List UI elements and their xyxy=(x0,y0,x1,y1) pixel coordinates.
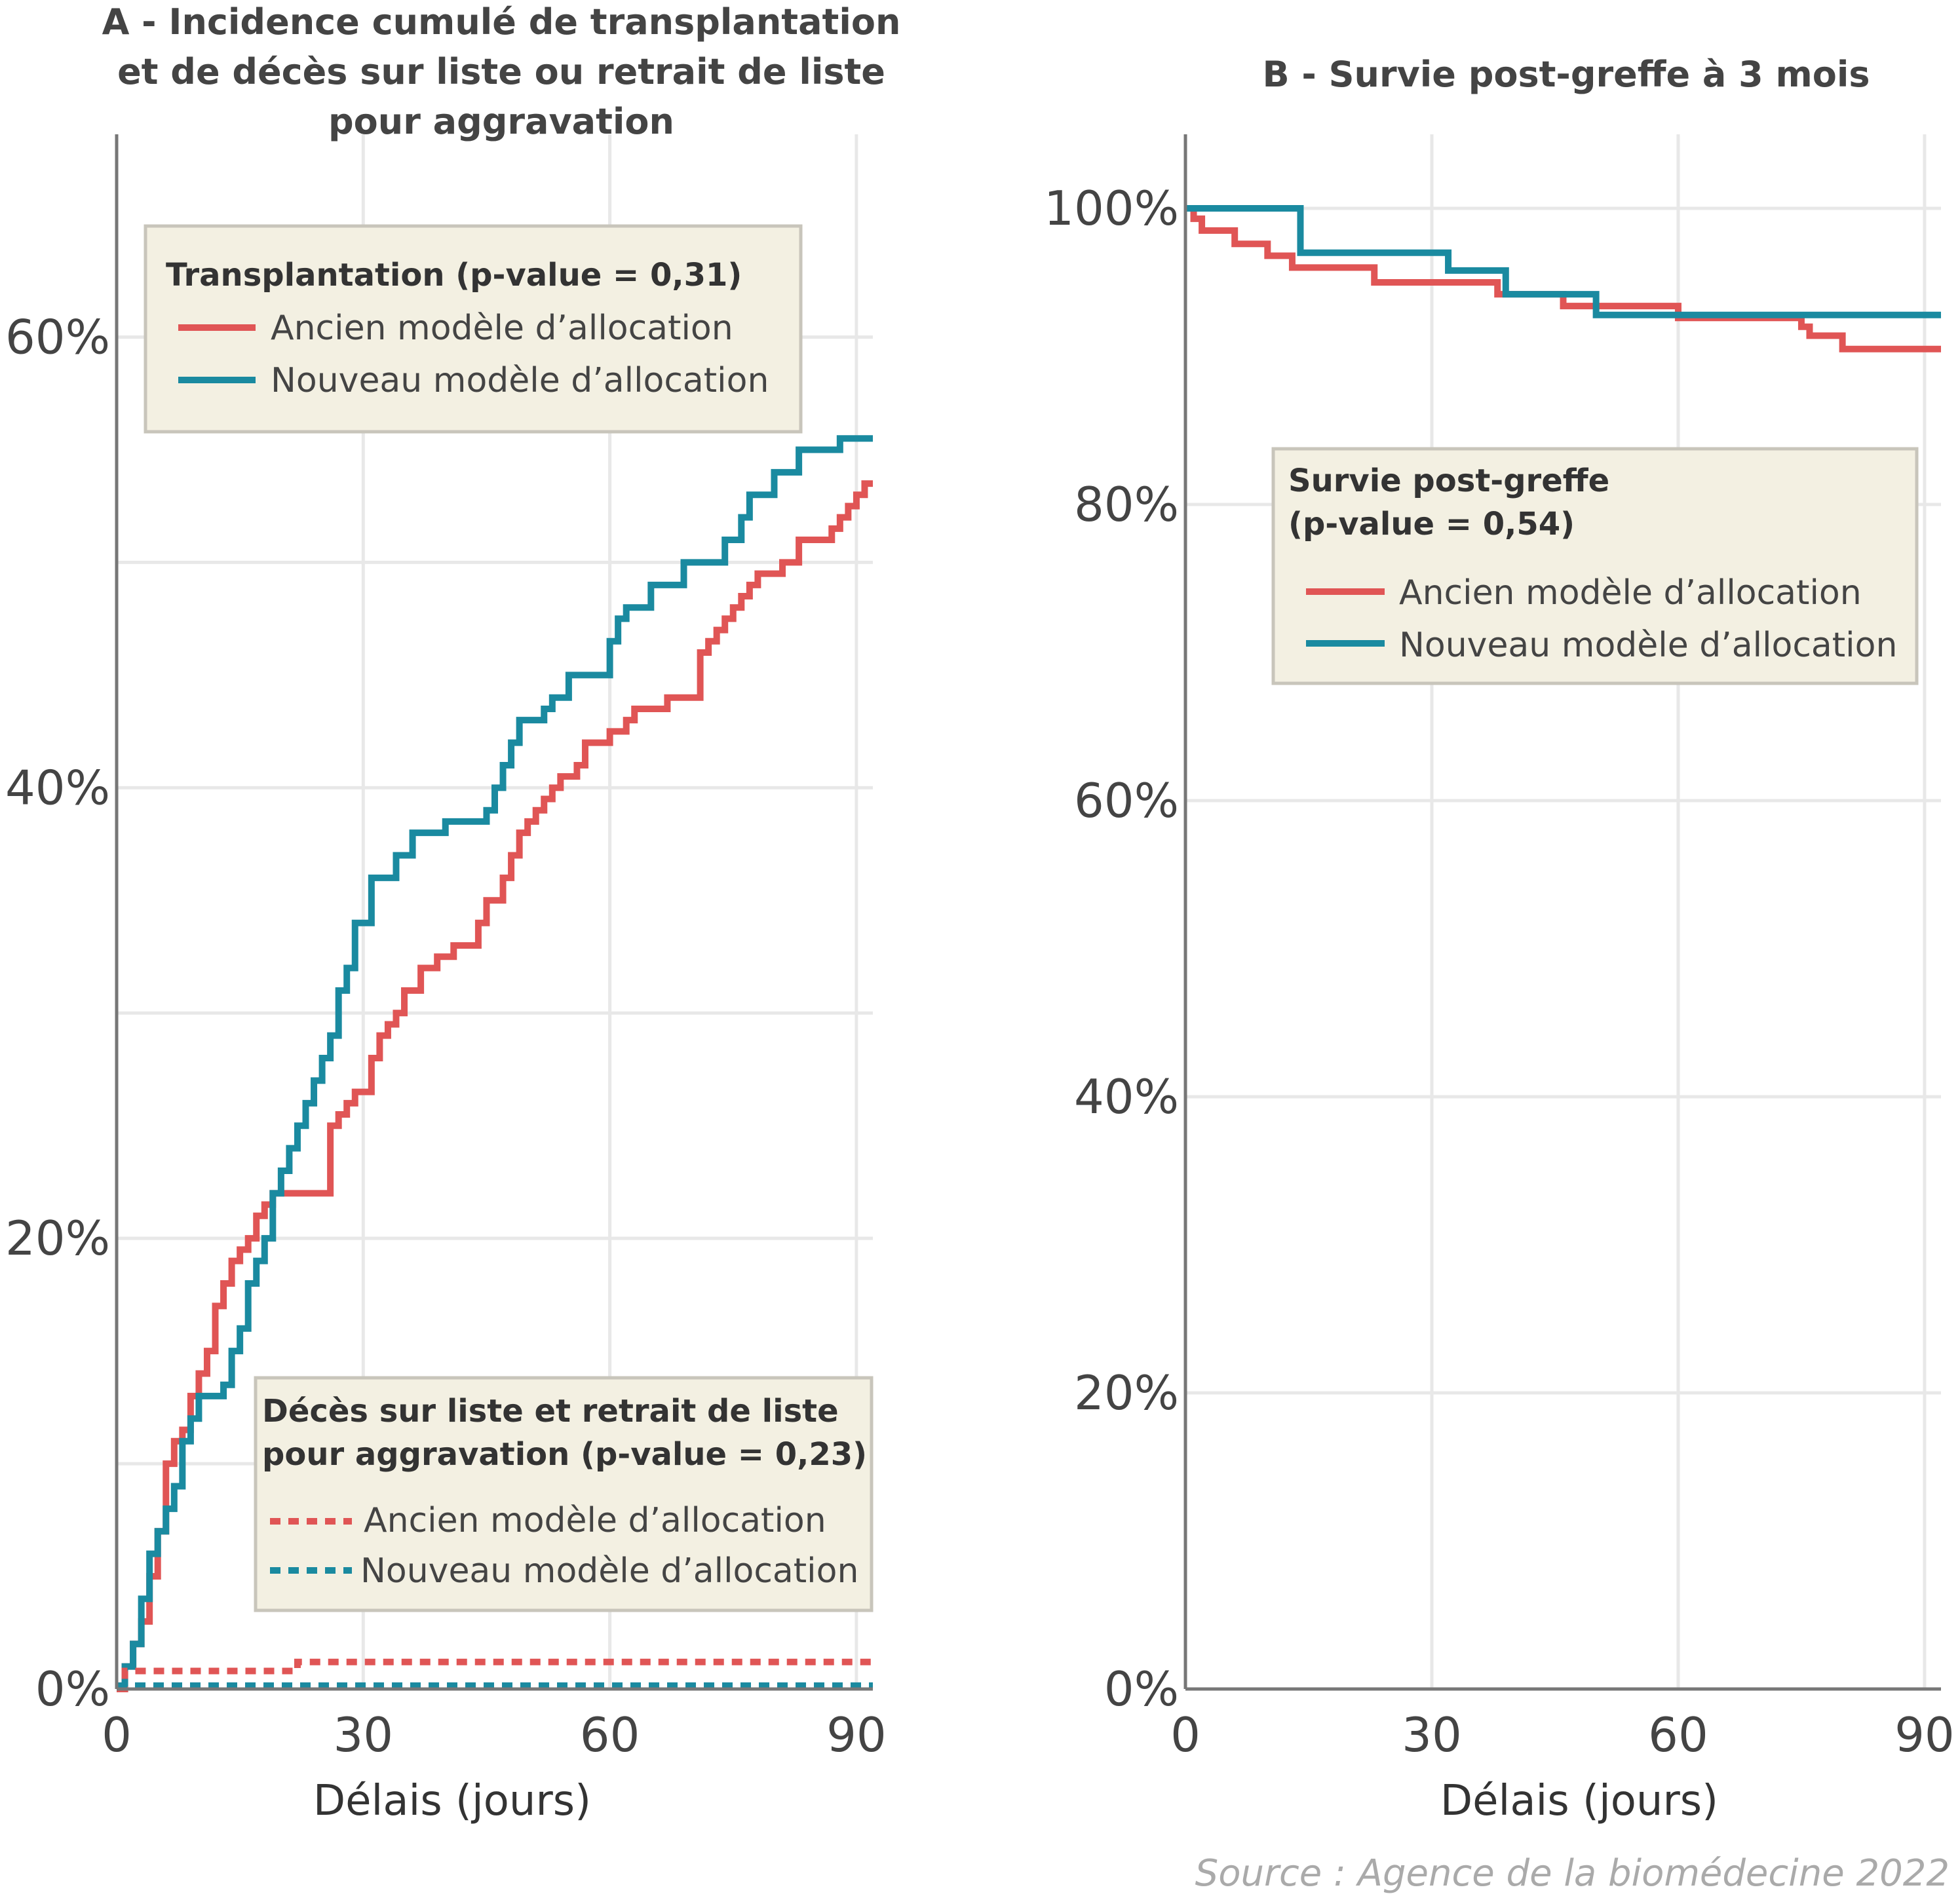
legend-label-ancien: Ancien modèle d’allocation xyxy=(1399,573,1862,613)
panel-b-y-tick-0: 0% xyxy=(1104,1661,1179,1717)
panel-b-x-tick-labels: 0 30 60 90 xyxy=(1170,1707,1955,1762)
legend-label-ancien: Ancien modèle d’allocation xyxy=(271,309,733,348)
panel-b-y-tick-labels: 0% 20% 40% 60% 80% 100% xyxy=(1044,181,1179,1717)
panel-b-x-tick-60: 60 xyxy=(1648,1707,1708,1762)
panel-a-x-tick-0: 0 xyxy=(102,1707,132,1762)
panel-a-title-line-2: et de décès sur liste ou retrait de list… xyxy=(117,51,885,92)
panel-b-y-tick-100: 100% xyxy=(1044,181,1179,236)
panel-a-x-tick-60: 60 xyxy=(580,1707,640,1762)
panel-a-x-tick-labels: 0 30 60 90 xyxy=(102,1707,887,1762)
legend-label-nouveau: Nouveau modèle d’allocation xyxy=(360,1551,858,1591)
panel-a-y-tick-0: 0% xyxy=(35,1661,110,1717)
panel-a-legend-deces: Décès sur liste et retrait de liste pour… xyxy=(254,1376,874,1612)
panel-b-x-axis-label: Délais (jours) xyxy=(1440,1777,1718,1825)
panel-a-x-tick-90: 90 xyxy=(826,1707,887,1762)
panel-b-series xyxy=(1185,205,1941,352)
panel-b-grid xyxy=(1185,134,1941,1689)
panel-b-legend: Survie post-greffe (p-value = 0,54) Anci… xyxy=(1271,447,1919,685)
panel-a: 0% 20% 40% 60% 0 30 60 90 A - Incidence cumulé… xyxy=(5,1,900,1825)
panel-b-x-tick-30: 30 xyxy=(1402,1707,1462,1762)
legend-box xyxy=(254,1376,874,1612)
legend-title-line-1: Survie post-greffe xyxy=(1288,463,1609,499)
legend-title-line-1: Décès sur liste et retrait de liste xyxy=(262,1393,839,1430)
panel-b-title: B - Survie post-greffe à 3 mois xyxy=(1262,54,1870,95)
panel-a-series-ancien xyxy=(117,480,873,1692)
source-note: Source : Agence de la biomédecine 2022 xyxy=(1195,1852,1950,1895)
panel-a-title-line-1: A - Incidence cumulé de transplantation xyxy=(102,1,901,43)
panel-a-legend-transplantation: Transplantation (p-value = 0,31) Ancien … xyxy=(144,224,803,434)
panel-b: 0% 20% 40% 60% 80% 100% 0 30 60 90 B - Survie po… xyxy=(1044,54,1955,1825)
panel-b-y-tick-40: 40% xyxy=(1074,1069,1179,1124)
panel-b-y-tick-80: 80% xyxy=(1074,477,1179,532)
panel-a-y-tick-40: 40% xyxy=(5,760,110,815)
panel-a-y-tick-60: 60% xyxy=(5,310,110,365)
panel-a-x-tick-30: 30 xyxy=(333,1707,393,1762)
legend-title-line-2: (p-value = 0,54) xyxy=(1288,506,1575,542)
panel-a-series-nouveau xyxy=(117,435,873,1692)
panel-b-series-nouveau xyxy=(1185,205,1941,318)
panel-b-y-tick-20: 20% xyxy=(1074,1365,1179,1420)
panel-a-title-line-3: pour aggravation xyxy=(328,101,674,142)
legend-label-nouveau: Nouveau modèle d’allocation xyxy=(1399,626,1897,665)
panel-a-y-tick-20: 20% xyxy=(5,1211,110,1266)
panel-a-y-tick-labels: 0% 20% 40% 60% xyxy=(5,310,110,1717)
legend-label-ancien: Ancien modèle d’allocation xyxy=(364,1501,826,1540)
panel-b-y-tick-60: 60% xyxy=(1074,773,1179,828)
legend-title-line-2: pour aggravation (p-value = 0,23) xyxy=(262,1436,867,1473)
panel-b-x-tick-0: 0 xyxy=(1170,1707,1201,1762)
legend-label-nouveau: Nouveau modèle d’allocation xyxy=(271,361,769,400)
legend-title: Transplantation (p-value = 0,31) xyxy=(166,257,742,294)
panel-b-series-ancien xyxy=(1185,205,1941,352)
panel-a-x-axis-label: Délais (jours) xyxy=(313,1777,591,1825)
panel-b-x-tick-90: 90 xyxy=(1894,1707,1955,1762)
